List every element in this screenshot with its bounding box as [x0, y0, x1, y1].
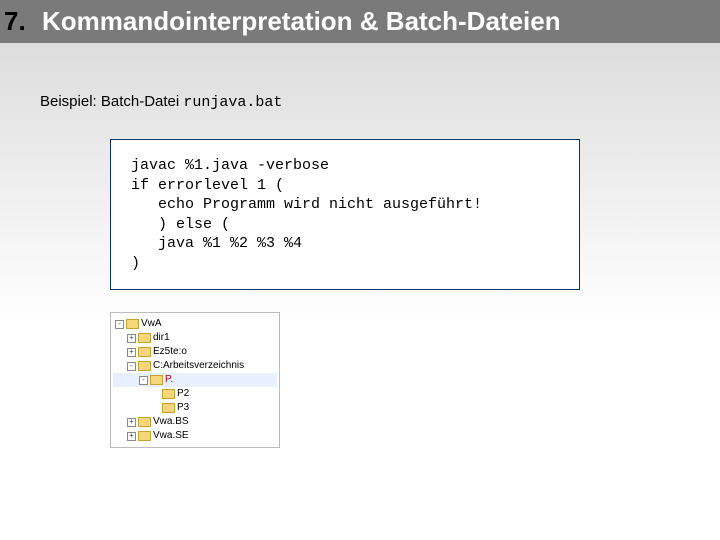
tree-row[interactable]: - P.: [113, 373, 277, 387]
collapse-icon[interactable]: -: [139, 376, 148, 385]
section-number: 7.: [2, 6, 42, 37]
folder-tree: -VwA+dir1+Ez5te:o-C:Arbeitsverzeichnis-P…: [110, 312, 280, 448]
expand-icon[interactable]: +: [127, 418, 136, 427]
tree-label: P.: [165, 373, 173, 387]
expand-icon[interactable]: +: [127, 334, 136, 343]
code-box: javac %1.java -verbose if errorlevel 1 (…: [110, 139, 580, 290]
folder-icon: [150, 375, 163, 385]
example-filename: runjava.bat: [183, 94, 282, 111]
folder-icon: [162, 403, 175, 413]
folder-icon: [138, 361, 151, 371]
tree-label: C:Arbeitsverzeichnis: [153, 359, 244, 373]
tree-row[interactable]: P2: [113, 387, 277, 401]
expand-icon[interactable]: +: [127, 432, 136, 441]
slide-header: 7. Kommandointerpretation & Batch-Dateie…: [0, 0, 720, 43]
tree-label: Vwa.BS: [153, 415, 189, 429]
folder-icon: [126, 319, 139, 329]
folder-icon: [162, 389, 175, 399]
section-title: Kommandointerpretation & Batch-Dateien: [42, 6, 561, 37]
example-line: Beispiel: Batch-Datei runjava.bat: [40, 93, 680, 111]
tree-row[interactable]: + Ez5te:o: [113, 345, 277, 359]
tree-label: dir1: [153, 331, 170, 345]
tree-label: VwA: [141, 317, 162, 331]
example-prefix: Beispiel: Batch-Datei: [40, 93, 183, 110]
tree-label: Ez5te:o: [153, 345, 187, 359]
slide-content: Beispiel: Batch-Datei runjava.bat javac …: [0, 43, 720, 448]
tree-row[interactable]: - C:Arbeitsverzeichnis: [113, 359, 277, 373]
folder-icon: [138, 417, 151, 427]
tree-row[interactable]: + Vwa.SE: [113, 429, 277, 443]
folder-icon: [138, 431, 151, 441]
collapse-icon[interactable]: -: [127, 362, 136, 371]
tree-label: Vwa.SE: [153, 429, 189, 443]
tree-row[interactable]: - VwA: [113, 317, 277, 331]
tree-label: P3: [177, 401, 189, 415]
tree-label: P2: [177, 387, 189, 401]
folder-icon: [138, 347, 151, 357]
collapse-icon[interactable]: -: [115, 320, 124, 329]
tree-row[interactable]: + Vwa.BS: [113, 415, 277, 429]
tree-row[interactable]: + dir1: [113, 331, 277, 345]
tree-row[interactable]: P3: [113, 401, 277, 415]
expand-icon[interactable]: +: [127, 348, 136, 357]
folder-icon: [138, 333, 151, 343]
